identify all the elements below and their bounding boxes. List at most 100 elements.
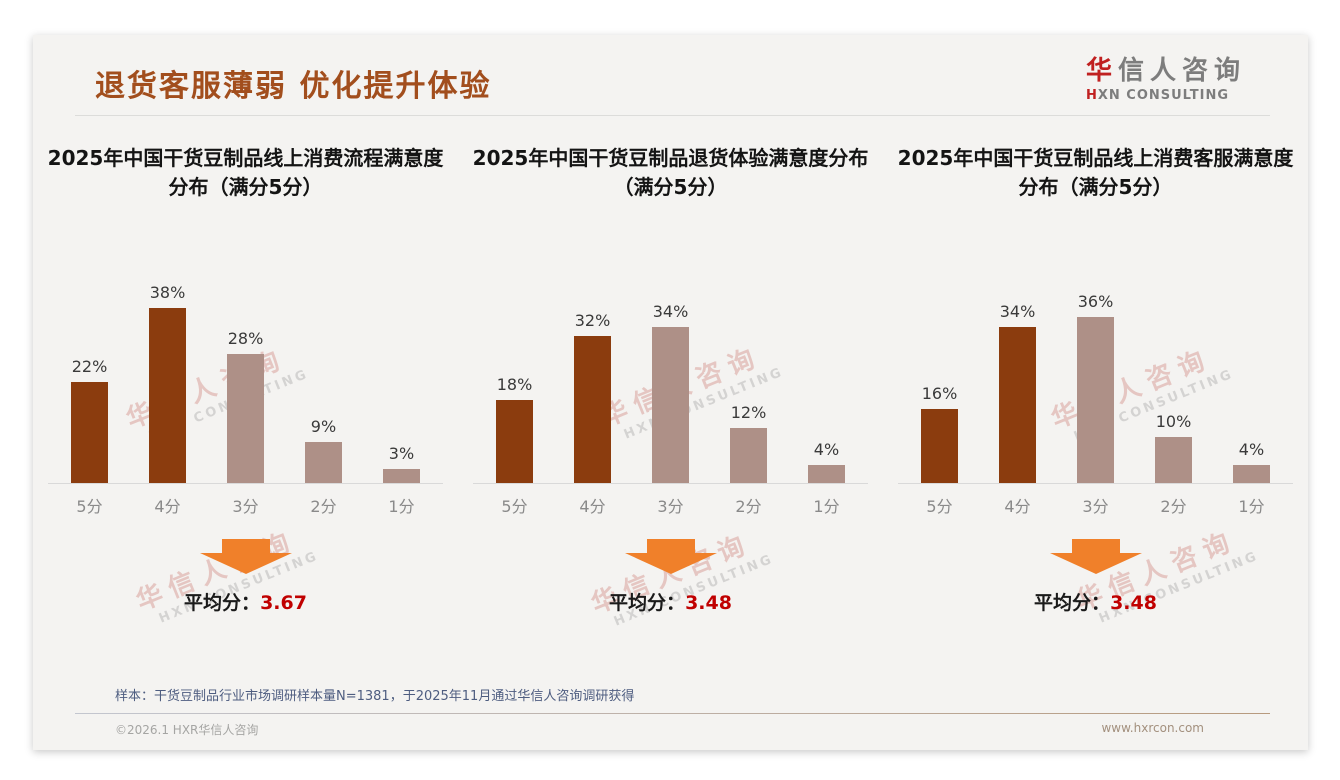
average-score: 平均分：3.48: [883, 588, 1308, 615]
bar-value-label: 34%: [652, 302, 689, 321]
bar: [227, 354, 264, 483]
bar-group: 32%: [554, 311, 632, 483]
chart-process-satisfaction: 2025年中国干货豆制品线上消费流程满意度分布（满分5分） 22% 38% 28% 9…: [33, 144, 458, 615]
bar-value-label: 22%: [71, 357, 108, 376]
down-arrow-icon: [624, 539, 717, 574]
bar-group: 10%: [1135, 412, 1213, 483]
arrow-stem: [221, 539, 270, 553]
bar-group: 18%: [476, 375, 554, 483]
bar-value-label: 4%: [1238, 440, 1265, 459]
x-axis-label: 5分: [926, 497, 953, 516]
bar-value-label: 28%: [227, 329, 264, 348]
bar: [1077, 317, 1114, 483]
title-divider: [75, 115, 1270, 116]
bar-group: 22%: [51, 357, 129, 483]
down-arrow-icon: [1049, 539, 1142, 574]
bar-group: 4%: [1213, 440, 1291, 483]
x-axis-label: 5分: [76, 497, 103, 516]
bar-plot: 18% 32% 34% 12% 4%: [472, 244, 869, 484]
x-axis-label: 2分: [1160, 497, 1187, 516]
x-axis-label: 4分: [154, 497, 181, 516]
bar-value-label: 18%: [496, 375, 533, 394]
x-axis-labels: 5分 4分 3分 2分 1分: [898, 484, 1293, 517]
sample-note: 样本：干货豆制品行业市场调研样本量N=1381，于2025年11月通过华信人咨询…: [115, 689, 635, 704]
average-value: 3.48: [1110, 592, 1157, 614]
footer-divider: [75, 713, 1270, 714]
x-axis-label: 3分: [232, 497, 259, 516]
bar-value-label: 34%: [999, 302, 1036, 321]
website-url: www.hxrcon.com: [1101, 721, 1204, 735]
x-axis-label: 3分: [1082, 497, 1109, 516]
bar-group: 9%: [285, 417, 363, 483]
bar: [808, 465, 845, 483]
x-axis-labels: 5分 4分 3分 2分 1分: [473, 484, 868, 517]
bar-value-label: 38%: [149, 283, 186, 302]
bar: [652, 327, 689, 483]
arrow-head: [1049, 553, 1142, 574]
x-axis-label: 1分: [388, 497, 415, 516]
logo-accent-char: 华: [1085, 56, 1118, 86]
bar: [921, 409, 958, 483]
x-axis-label: 4分: [579, 497, 606, 516]
copyright-text: ©2026.1 HXR华信人咨询: [115, 723, 259, 737]
chart-return-satisfaction: 2025年中国干货豆制品退货体验满意度分布（满分5分） 18% 32% 34% 12%…: [458, 144, 883, 615]
bar-value-label: 36%: [1077, 292, 1114, 311]
x-axis-label: 2分: [310, 497, 337, 516]
chart-service-satisfaction: 2025年中国干货豆制品线上消费客服满意度分布（满分5分） 16% 34% 36% 1…: [883, 144, 1308, 615]
bar: [1233, 465, 1270, 483]
company-logo: 华信人咨询 HXN CONSULTING: [1086, 57, 1246, 103]
arrow-stem: [646, 539, 695, 553]
bar-group: 16%: [901, 384, 979, 483]
bar-value-label: 32%: [574, 311, 611, 330]
x-axis-label: 3分: [657, 497, 684, 516]
logo-en-rest: XN CONSULTING: [1097, 87, 1230, 103]
arrow-head: [199, 553, 292, 574]
bar-group: 4%: [788, 440, 866, 483]
header: 退货客服薄弱 优化提升体验 华信人咨询 HXN CONSULTING: [33, 35, 1308, 115]
down-arrow-icon: [199, 539, 292, 574]
bar-value-label: 4%: [813, 440, 840, 459]
x-axis-label: 5分: [501, 497, 528, 516]
bar: [574, 336, 611, 483]
bar: [149, 308, 186, 483]
arrow-head: [624, 553, 717, 574]
bar: [1155, 437, 1192, 483]
bar: [496, 400, 533, 483]
logo-cn-rest: 信人咨询: [1117, 56, 1246, 86]
bar-value-label: 16%: [921, 384, 958, 403]
chart-title: 2025年中国干货豆制品线上消费流程满意度分布（满分5分）: [47, 146, 444, 199]
charts-row: 2025年中国干货豆制品线上消费流程满意度分布（满分5分） 22% 38% 28% 9…: [33, 144, 1308, 615]
bar-group: 3%: [363, 444, 441, 483]
average-label: 平均分：: [609, 592, 686, 614]
footer: ©2026.1 HXR华信人咨询 www.hxrcon.com: [115, 721, 1204, 738]
bar-group: 36%: [1057, 292, 1135, 483]
x-axis-label: 4分: [1004, 497, 1031, 516]
x-axis-label: 2分: [735, 497, 762, 516]
bar-group: 34%: [632, 302, 710, 483]
chart-title: 2025年中国干货豆制品退货体验满意度分布（满分5分）: [472, 146, 869, 199]
x-axis-labels: 5分 4分 3分 2分 1分: [48, 484, 443, 517]
average-value: 3.48: [685, 592, 732, 614]
bar: [999, 327, 1036, 483]
logo-en-accent: H: [1085, 87, 1098, 103]
bar-group: 38%: [129, 283, 207, 483]
bar-value-label: 3%: [388, 444, 415, 463]
logo-english-text: HXN CONSULTING: [1086, 88, 1246, 103]
bar-group: 28%: [207, 329, 285, 483]
average-value: 3.67: [260, 592, 307, 614]
bar-plot: 22% 38% 28% 9% 3%: [47, 244, 444, 484]
chart-title: 2025年中国干货豆制品线上消费客服满意度分布（满分5分）: [897, 146, 1294, 199]
bar-group: 12%: [710, 403, 788, 483]
logo-chinese-text: 华信人咨询: [1086, 57, 1246, 86]
bar-group: 34%: [979, 302, 1057, 483]
bar-value-label: 10%: [1155, 412, 1192, 431]
bar-plot: 16% 34% 36% 10% 4%: [897, 244, 1294, 484]
slide-card: 退货客服薄弱 优化提升体验 华信人咨询 HXN CONSULTING 2025年…: [33, 35, 1308, 750]
bar: [71, 382, 108, 483]
x-axis-label: 1分: [1238, 497, 1265, 516]
x-axis-label: 1分: [813, 497, 840, 516]
average-score: 平均分：3.48: [458, 588, 883, 615]
average-label: 平均分：: [184, 592, 261, 614]
bar-value-label: 12%: [730, 403, 767, 422]
arrow-stem: [1071, 539, 1120, 553]
